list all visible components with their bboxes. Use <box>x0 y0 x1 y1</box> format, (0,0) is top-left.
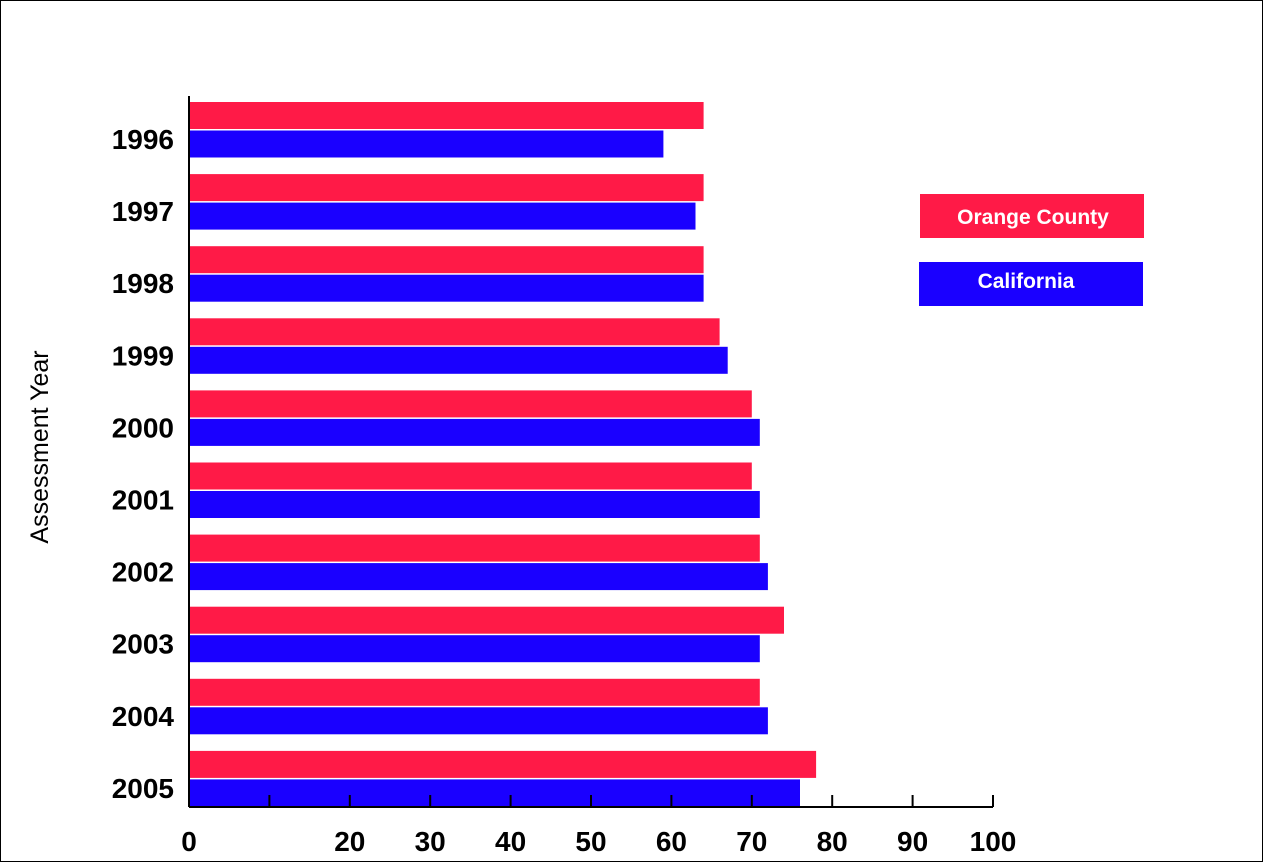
bar-orange-county-1997 <box>189 174 704 202</box>
y-axis-label: Assessment Year <box>26 350 54 543</box>
x-tick-label-70: 70 <box>736 826 767 857</box>
x-tick-label-90: 90 <box>897 826 928 857</box>
legend-swatch-california <box>919 262 1143 306</box>
legend: Orange County California <box>919 194 1144 306</box>
bar-california-1997 <box>189 202 696 230</box>
x-tick-label-30: 30 <box>415 826 446 857</box>
y-tick-label-2000: 2000 <box>112 412 174 443</box>
bar-california-2005 <box>189 779 800 807</box>
y-tick-label-2002: 2002 <box>112 557 174 588</box>
bar-california-1999 <box>189 346 728 374</box>
axes-group: 0 20 30 40 50 60 70 80 90 100 <box>181 96 1016 857</box>
bar-orange-county-1996 <box>189 102 704 129</box>
y-tick-label-2004: 2004 <box>112 701 175 732</box>
y-tick-label-1997: 1997 <box>112 196 174 227</box>
bar-orange-county-2004 <box>189 678 760 706</box>
y-tick-label-2001: 2001 <box>112 485 174 516</box>
bar-california-2001 <box>189 491 760 518</box>
x-tick-label-40: 40 <box>495 826 526 857</box>
bar-california-2000 <box>189 418 760 446</box>
bar-california-2004 <box>189 707 768 735</box>
legend-swatch-orange-county <box>920 194 1144 238</box>
bar-orange-county-2000 <box>189 390 752 418</box>
x-tick-label-100: 100 <box>970 826 1017 857</box>
y-tick-label-1999: 1999 <box>112 340 174 371</box>
y-tick-label-1996: 1996 <box>112 124 174 155</box>
bar-california-2003 <box>189 635 760 663</box>
bar-orange-county-2002 <box>189 534 760 562</box>
bar-orange-county-2001 <box>189 462 752 490</box>
bar-orange-county-2003 <box>189 606 784 634</box>
bar-california-1998 <box>189 274 704 302</box>
bar-orange-county-1998 <box>189 246 704 274</box>
x-tick-label-0: 0 <box>181 826 197 857</box>
y-tick-label-2005: 2005 <box>112 773 174 804</box>
legend-label-orange-county: Orange County <box>957 206 1109 229</box>
bar-orange-county-1999 <box>189 318 720 346</box>
x-tick-label-60: 60 <box>656 826 687 857</box>
y-tick-label-1998: 1998 <box>112 268 174 299</box>
x-tick-label-20: 20 <box>334 826 365 857</box>
bar-orange-county-2005 <box>189 750 817 778</box>
legend-label-california: California <box>978 270 1075 293</box>
bar-california-1996 <box>189 130 664 158</box>
x-tick-label-50: 50 <box>575 826 606 857</box>
bars-group: 1996 1997 1998 1999 2000 2001 2002 2003 2004 2005 <box>112 102 817 807</box>
y-tick-label-2003: 2003 <box>112 629 174 660</box>
x-tick-label-80: 80 <box>817 826 848 857</box>
bar-california-2002 <box>189 563 768 591</box>
